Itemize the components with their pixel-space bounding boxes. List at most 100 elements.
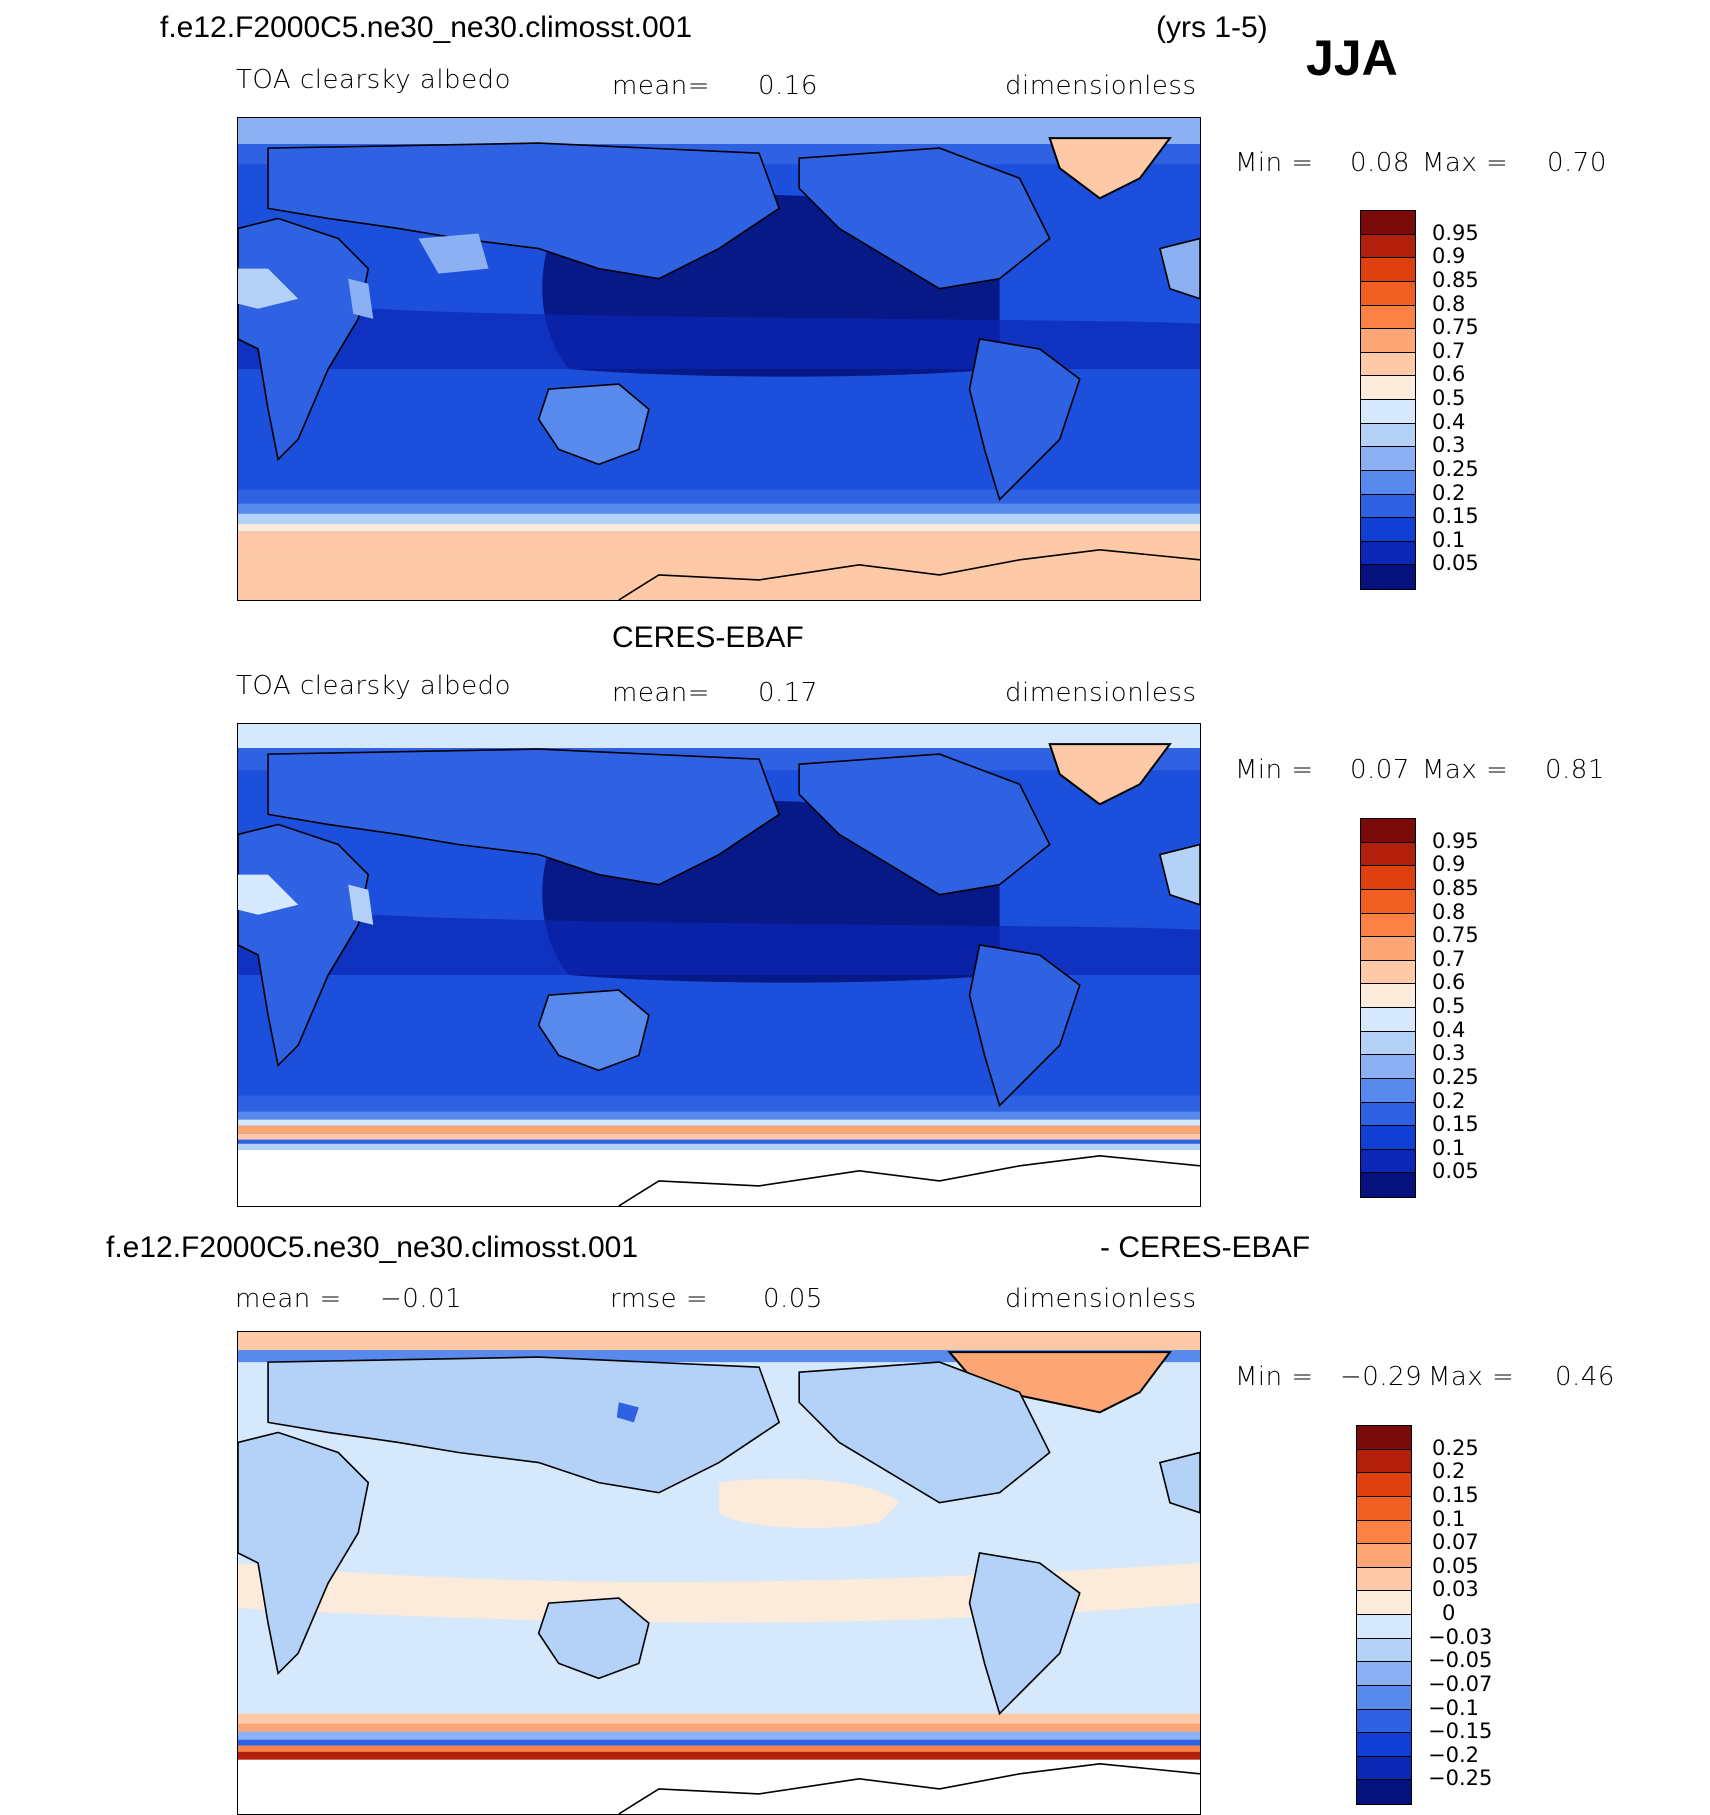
colorbar-tick-label: 0.9 (1432, 244, 1466, 269)
colorbar-swatch (1357, 1780, 1411, 1804)
colorbar-tick-label: 0.1 (1432, 527, 1466, 552)
colorbar-swatch (1361, 984, 1415, 1008)
panel3-map-svg (238, 1332, 1200, 1814)
colorbar-tick-label: 0.05 (1432, 1159, 1479, 1184)
panel1-variable: TOA clearsky albedo (236, 65, 511, 95)
colorbar-tick-label: 0.1 (1432, 1506, 1466, 1531)
colorbar-swatch (1361, 866, 1415, 890)
panel1-map (237, 117, 1201, 601)
colorbar-swatch (1357, 1733, 1411, 1757)
colorbar-swatch (1357, 1591, 1411, 1615)
colorbar-tick-label: 0.1 (1432, 1135, 1466, 1160)
colorbar-swatch (1357, 1756, 1411, 1781)
colorbar-swatch (1357, 1449, 1411, 1474)
season-label: JJA (1306, 30, 1398, 86)
colorbar-tick-label: 0.05 (1432, 551, 1479, 576)
colorbar-swatch (1361, 234, 1415, 259)
colorbar-tick-label: 0.07 (1432, 1530, 1479, 1555)
panel2-min-value: 0.07 (1350, 755, 1410, 785)
colorbar-tick-label: 0.6 (1432, 362, 1466, 387)
colorbar-swatch (1361, 281, 1415, 306)
panel3-mean-label: mean = (235, 1284, 342, 1314)
colorbar-swatch (1357, 1520, 1411, 1545)
panel1-colorbar (1360, 210, 1416, 590)
colorbar-swatch (1357, 1426, 1411, 1450)
colorbar-swatch (1357, 1567, 1411, 1592)
panel3-min-value: −0.29 (1340, 1362, 1423, 1392)
panel2-max-label: Max = (1422, 755, 1509, 785)
panel3-max-value: 0.46 (1555, 1362, 1615, 1392)
colorbar-tick-label: −0.2 (1428, 1742, 1479, 1767)
colorbar-tick-label: 0.5 (1432, 994, 1466, 1018)
model-case-title: f.e12.F2000C5.ne30_ne30.climosst.001 (160, 11, 693, 44)
colorbar-swatch (1361, 329, 1415, 353)
colorbar-tick-label: 0.15 (1432, 1112, 1479, 1137)
colorbar-swatch (1361, 494, 1415, 519)
panel2-map-svg (238, 724, 1200, 1206)
diff-case-title: f.e12.F2000C5.ne30_ne30.climosst.001 (106, 1231, 639, 1264)
colorbar-tick-label: 0.85 (1432, 267, 1479, 292)
colorbar-swatch (1361, 1102, 1415, 1127)
panel2-mean-label: mean= (612, 678, 711, 708)
colorbar-tick-label: 0.6 (1432, 970, 1466, 995)
colorbar-swatch (1361, 1126, 1415, 1150)
colorbar-swatch (1361, 1173, 1415, 1197)
colorbar-swatch (1357, 1544, 1411, 1568)
colorbar-swatch (1361, 258, 1415, 282)
colorbar-tick-label: 0.3 (1432, 1041, 1466, 1066)
colorbar-tick-label: 0.75 (1432, 315, 1479, 340)
colorbar-tick-label: −0.03 (1428, 1624, 1493, 1649)
colorbar-tick-label: 0.4 (1432, 1017, 1466, 1042)
colorbar-swatch (1361, 400, 1415, 424)
panel2-colorbar (1360, 818, 1416, 1198)
diff-case-suffix: - CERES-EBAF (1100, 1231, 1311, 1264)
colorbar-swatch (1357, 1615, 1411, 1639)
colorbar-tick-label: −0.25 (1428, 1766, 1493, 1791)
colorbar-tick-label: 0 (1442, 1601, 1456, 1625)
panel3-mean-value: −0.01 (380, 1284, 463, 1314)
colorbar-swatch (1361, 423, 1415, 448)
colorbar-swatch (1361, 1008, 1415, 1032)
colorbar-tick-label: 0.15 (1432, 504, 1479, 529)
panel2-map (237, 723, 1201, 1207)
panel2-variable: TOA clearsky albedo (236, 671, 511, 701)
colorbar-tick-label: 0.85 (1432, 875, 1479, 900)
panel1-colorbar-labels: 0.95 0.9 0.85 0.8 0.75 0.7 0.6 0.5 0.4 0.3 0.25 0.2… (1428, 210, 1518, 590)
colorbar-tick-label: −0.05 (1428, 1648, 1493, 1673)
colorbar-swatch (1361, 470, 1415, 495)
colorbar-swatch (1361, 352, 1415, 377)
panel1-map-svg (238, 118, 1200, 600)
colorbar-swatch (1357, 1709, 1411, 1734)
colorbar-swatch (1361, 842, 1415, 867)
panel1-mean-value: 0.16 (758, 71, 818, 101)
panel3-rmse-value: 0.05 (763, 1284, 823, 1314)
panel3-map (237, 1331, 1201, 1815)
panel3-max-label: Max = (1428, 1362, 1515, 1392)
panel1-min-label: Min = (1235, 148, 1314, 178)
colorbar-swatch (1357, 1473, 1411, 1497)
panel1-max-value: 0.70 (1547, 148, 1607, 178)
colorbar-swatch (1361, 819, 1415, 843)
panel1-min-value: 0.08 (1350, 148, 1410, 178)
colorbar-tick-label: 0.95 (1432, 220, 1479, 245)
colorbar-tick-label: 0.75 (1432, 923, 1479, 948)
panel2-colorbar-labels: 0.95 0.9 0.85 0.8 0.75 0.7 0.6 0.5 0.4 0.3 0.25 0.2… (1428, 818, 1518, 1198)
panel1-mean-label: mean= (612, 71, 711, 101)
colorbar-tick-label: 0.03 (1432, 1577, 1479, 1602)
colorbar-swatch (1357, 1496, 1411, 1521)
colorbar-swatch (1361, 447, 1415, 471)
panel3-units: dimensionless (1005, 1284, 1197, 1314)
colorbar-tick-label: 0.8 (1432, 291, 1466, 316)
colorbar-tick-label: 0.25 (1432, 1435, 1479, 1460)
colorbar-swatch (1361, 305, 1415, 330)
panel1-max-label: Max = (1422, 148, 1509, 178)
panel1-units: dimensionless (1005, 71, 1197, 101)
colorbar-tick-label: 0.3 (1432, 433, 1466, 458)
colorbar-swatch (1361, 889, 1415, 914)
colorbar-tick-label: 0.15 (1432, 1482, 1479, 1507)
panel2-mean-value: 0.17 (758, 678, 818, 708)
colorbar-swatch (1361, 1031, 1415, 1056)
panel3-colorbar (1356, 1425, 1412, 1805)
colorbar-tick-label: 0.05 (1432, 1553, 1479, 1578)
colorbar-tick-label: 0.7 (1432, 338, 1466, 363)
